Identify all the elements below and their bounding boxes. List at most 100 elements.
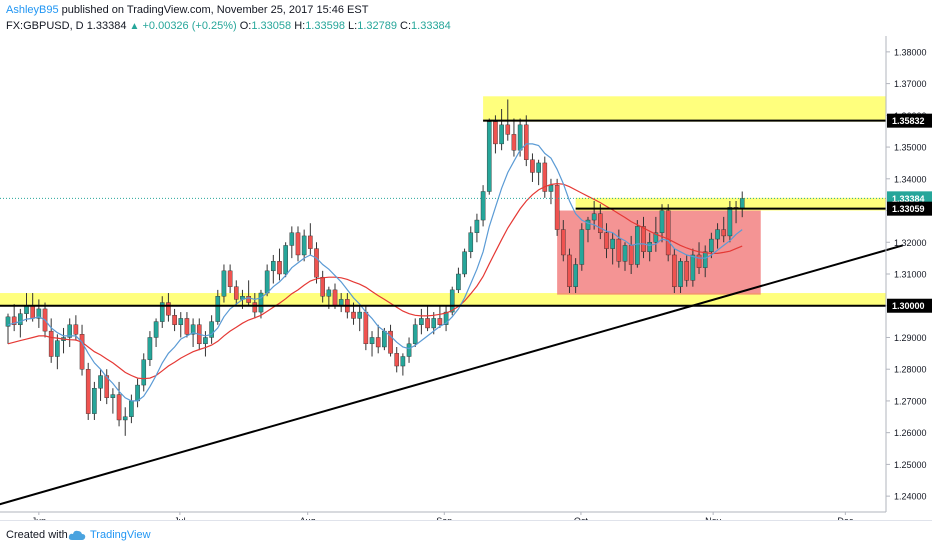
price-tick-label: 1.31000: [894, 270, 927, 280]
price-tick-label: 1.25000: [894, 460, 927, 470]
candle: [523, 115, 529, 167]
trendline-layer: [0, 244, 903, 506]
price-tick-label: 1.27000: [894, 396, 927, 406]
time-tick-label: Sep: [436, 516, 452, 520]
horizontal-lines-layer: [0, 119, 886, 307]
candle-body-up: [301, 235, 307, 256]
created-with-text: Created with: [6, 529, 68, 541]
candle: [419, 308, 424, 335]
author-link[interactable]: AshleyB95: [6, 4, 59, 16]
candle-body-down: [227, 270, 233, 287]
candle-body-up: [283, 245, 288, 275]
candle: [462, 248, 467, 278]
candle: [277, 248, 282, 281]
candle-body-up: [369, 337, 375, 345]
chart-header: AshleyB95 published on TradingView.com, …: [6, 2, 451, 34]
candle-body-down: [116, 394, 122, 421]
candle: [561, 220, 566, 262]
candle-body-up: [135, 384, 140, 402]
candle: [659, 204, 665, 243]
price-tick-label: 1.34000: [894, 174, 927, 184]
candle: [159, 296, 165, 328]
close-label: C:: [400, 20, 412, 32]
candle: [536, 159, 541, 186]
candle-body-up: [412, 324, 418, 345]
candle-body-up: [419, 318, 424, 325]
candle: [375, 324, 381, 354]
open-label: O:: [239, 20, 252, 32]
price-tag: 1.35832: [887, 113, 932, 128]
candle-body-down: [721, 229, 727, 237]
candle: [116, 381, 122, 427]
candle-body-up: [190, 324, 196, 335]
candle-body-down: [561, 229, 566, 256]
candle-body-up: [271, 261, 276, 272]
candle-body-up: [289, 232, 295, 246]
candle-body-up: [141, 359, 147, 386]
candle: [357, 305, 362, 332]
candle-body-down: [567, 254, 572, 287]
candle-body-down: [530, 159, 535, 173]
candle-body-down: [73, 324, 79, 335]
candle: [406, 337, 412, 363]
candle: [684, 254, 689, 287]
candle-body-up: [110, 394, 116, 398]
candle-body-up: [573, 264, 578, 287]
candle: [92, 381, 97, 420]
candle-body-up: [36, 308, 42, 319]
last-price: 1.33384: [86, 20, 127, 32]
close-value: 1.33384: [411, 20, 451, 32]
candle-body-up: [178, 318, 184, 325]
candle-body-up: [215, 296, 221, 322]
candle-body-down: [320, 276, 325, 297]
candle-body-down: [684, 261, 689, 281]
candle: [320, 270, 325, 303]
candle-body-down: [332, 289, 338, 306]
high-label: H:: [294, 20, 306, 32]
candle-body-down: [314, 248, 319, 278]
candle: [184, 312, 190, 338]
candle: [579, 223, 585, 271]
candle-body-up: [357, 311, 362, 319]
candle-body-up: [203, 337, 208, 345]
candle-body-down: [233, 286, 239, 300]
low-label: L:: [348, 20, 358, 32]
candle: [209, 315, 214, 344]
candle-body-down: [104, 375, 110, 398]
candle: [567, 248, 572, 294]
candle-body-down: [172, 315, 177, 325]
candle: [554, 178, 560, 236]
candle: [110, 388, 116, 414]
axes-layer: 1.380001.370001.360001.350001.340001.330…: [0, 36, 932, 520]
symbol-label[interactable]: FX:GBPUSD, D: [6, 20, 84, 32]
candle: [301, 229, 307, 262]
candle-body-down: [388, 330, 393, 354]
candle: [573, 258, 578, 294]
candle: [147, 331, 153, 367]
price-chart[interactable]: 1.380001.370001.360001.350001.340001.330…: [0, 0, 932, 520]
candle: [715, 223, 720, 249]
zone-current-level: [575, 197, 886, 211]
candle: [215, 289, 221, 325]
candle-body-up: [474, 219, 480, 233]
ascending-trendline: [0, 244, 903, 506]
candle: [647, 232, 652, 262]
tradingview-brand[interactable]: TradingView: [90, 529, 151, 541]
candle: [314, 242, 319, 284]
candle-body-up: [326, 289, 332, 297]
candle-body-up: [18, 313, 23, 325]
candle: [412, 318, 418, 347]
candle-body-down: [505, 124, 511, 135]
change-value: +0.00326 (+0.25%): [142, 20, 237, 32]
price-tag-box: [887, 113, 932, 128]
candle: [104, 369, 110, 405]
candle-body-up: [258, 292, 264, 313]
candle: [443, 305, 449, 332]
candle: [178, 312, 184, 338]
candle-body-up: [499, 124, 504, 145]
price-tag-box: [887, 298, 932, 313]
candle-body-down: [184, 318, 190, 335]
candle-body-up: [209, 321, 214, 338]
candle-body-up: [406, 343, 412, 357]
price-tick-label: 1.26000: [894, 428, 927, 438]
